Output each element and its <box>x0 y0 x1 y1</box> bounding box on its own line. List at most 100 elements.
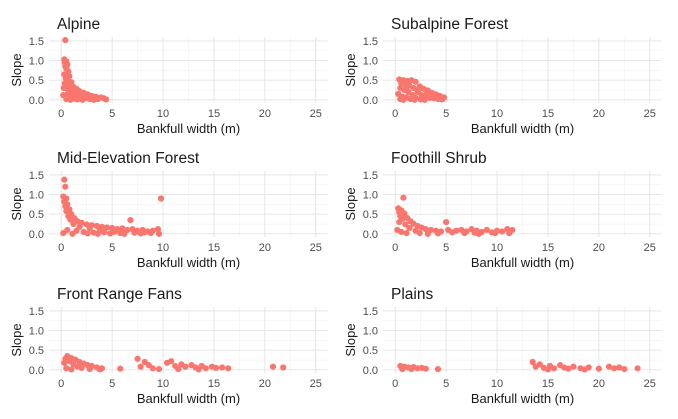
x-tick-label: 5 <box>443 378 449 390</box>
plot-grid <box>383 37 662 103</box>
data-point <box>102 96 110 103</box>
data-point <box>119 225 126 232</box>
data-point <box>212 364 220 371</box>
data-point <box>149 365 156 372</box>
data-point <box>94 230 101 237</box>
panel-5: Plains 0 5 10 15 20 25 0.0 0.5 1.0 1.5 Bankfull wid… <box>343 286 662 406</box>
y-tick-label: 0.5 <box>29 75 44 87</box>
data-point <box>544 366 552 373</box>
y-tick-label: 0.5 <box>29 345 44 357</box>
data-point <box>61 176 68 183</box>
data-point <box>155 365 163 373</box>
data-point <box>443 218 450 226</box>
x-tick-label: 15 <box>542 108 554 120</box>
data-point <box>68 366 75 373</box>
data-point <box>60 84 67 92</box>
data-point <box>61 80 68 87</box>
data-point <box>61 359 68 366</box>
y-axis-label: Slope <box>343 53 358 86</box>
data-point <box>434 230 442 237</box>
data-point <box>85 93 92 100</box>
x-tick-label: 5 <box>109 378 115 390</box>
panel-2: Mid-Elevation Forest 0 5 10 15 20 25 0.0 0.5 1.0 1… <box>9 150 328 270</box>
x-tick-label: 10 <box>491 378 503 390</box>
y-tick-label: 1.5 <box>29 306 44 318</box>
data-point <box>403 229 410 237</box>
data-point <box>410 84 417 92</box>
data-point <box>175 365 182 373</box>
x-tick-label: 5 <box>443 242 449 254</box>
data-points <box>61 353 287 373</box>
x-tick-label: 10 <box>491 108 503 120</box>
data-point <box>195 366 202 373</box>
data-point <box>137 363 144 370</box>
x-tick-label: 15 <box>542 378 554 390</box>
data-point <box>438 96 446 103</box>
data-points <box>397 358 641 373</box>
x-tick-label: 20 <box>593 108 605 120</box>
data-point <box>400 194 407 201</box>
y-tick-label: 0.0 <box>363 229 378 241</box>
data-point <box>581 366 588 373</box>
data-point <box>127 217 134 224</box>
y-tick-label: 0.0 <box>363 95 378 107</box>
y-tick-label: 1.5 <box>29 36 44 48</box>
data-point <box>63 365 70 372</box>
y-tick-label: 0.5 <box>363 75 378 87</box>
data-point <box>570 363 577 370</box>
y-tick-label: 1.0 <box>29 326 44 338</box>
data-point <box>621 365 628 373</box>
panel-title: Mid-Elevation Forest <box>57 150 200 167</box>
x-tick-label: 25 <box>644 242 656 254</box>
data-point <box>434 365 442 373</box>
y-tick-label: 1.0 <box>29 56 44 68</box>
data-point <box>60 229 67 237</box>
x-tick-label: 20 <box>593 242 605 254</box>
data-point <box>219 364 226 371</box>
data-point <box>106 230 114 237</box>
data-point <box>403 84 410 91</box>
x-tick-label: 15 <box>208 378 220 390</box>
y-tick-label: 1.5 <box>29 170 44 182</box>
panel-3: Foothill Shrub 0 5 10 15 20 25 0.0 0.5 1.0 1.5 Bank… <box>343 150 662 270</box>
y-axis-label: Slope <box>343 323 358 356</box>
data-point <box>421 96 428 103</box>
data-point <box>611 365 618 372</box>
data-point <box>424 230 431 237</box>
x-tick-label: 0 <box>58 108 64 120</box>
data-point <box>399 365 406 373</box>
data-point <box>269 363 277 370</box>
data-point <box>157 195 165 202</box>
x-tick-label: 25 <box>310 242 322 254</box>
data-point <box>202 365 209 372</box>
data-point <box>536 361 543 368</box>
x-tick-label: 20 <box>259 108 271 120</box>
data-point <box>408 365 415 373</box>
data-point <box>280 364 287 371</box>
data-point <box>103 224 111 231</box>
data-points <box>60 176 165 237</box>
x-tick-label: 10 <box>157 242 169 254</box>
data-point <box>69 230 76 237</box>
y-tick-label: 1.5 <box>363 170 378 182</box>
x-tick-label: 10 <box>491 242 503 254</box>
y-tick-label: 1.5 <box>363 306 378 318</box>
data-point <box>499 228 506 235</box>
data-point <box>605 363 613 370</box>
x-axis-label: Bankfull width (m) <box>137 121 240 136</box>
panel-0: Alpine 0 5 10 15 20 25 0.0 0.5 1.0 1.5 Bankfull wid… <box>9 16 328 136</box>
data-point <box>63 71 70 78</box>
data-point <box>86 365 93 373</box>
x-axis-label: Bankfull width (m) <box>137 255 240 270</box>
y-tick-label: 1.0 <box>363 326 378 338</box>
x-tick-label: 15 <box>208 242 220 254</box>
y-tick-label: 1.0 <box>363 190 378 202</box>
data-point <box>117 365 124 372</box>
data-point <box>423 90 430 98</box>
data-point <box>406 224 413 232</box>
y-axis-label: Slope <box>343 187 358 220</box>
data-point <box>155 230 163 237</box>
panel-title: Subalpine Forest <box>391 16 509 33</box>
data-point <box>461 229 468 237</box>
x-tick-label: 0 <box>392 378 398 390</box>
